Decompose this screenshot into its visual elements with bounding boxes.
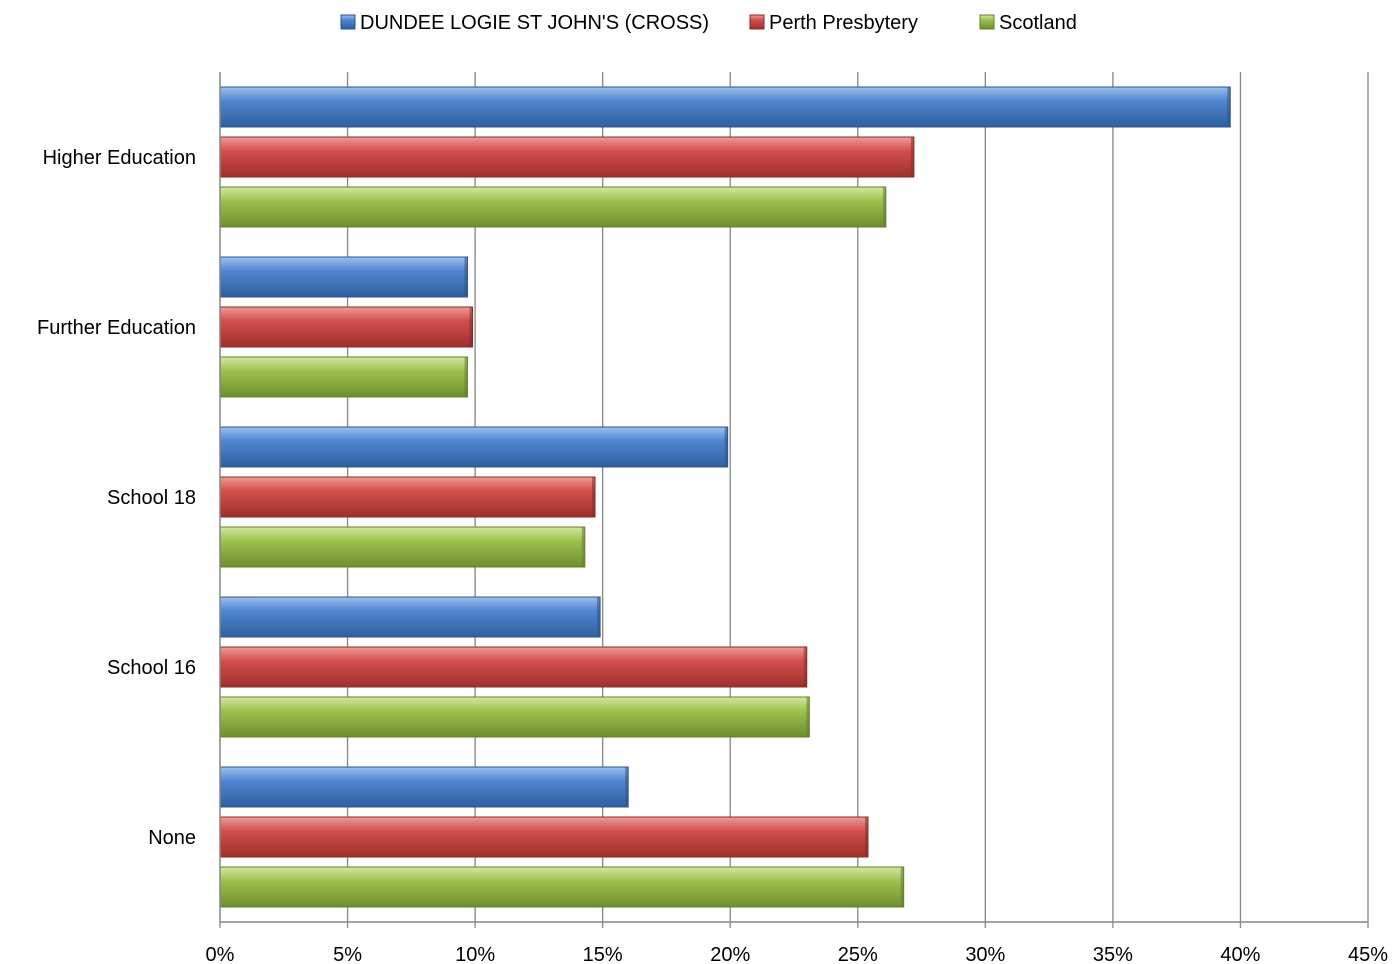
category-labels: Higher Education Further Education School … [37, 147, 196, 849]
x-tick-label: 35% [1093, 944, 1133, 964]
bar [219, 696, 810, 738]
legend-label: DUNDEE LOGIE ST JOHN'S (CROSS) [360, 12, 709, 34]
x-tick-label: 25% [838, 944, 878, 964]
bar-end-bevel [900, 867, 904, 907]
bar [219, 596, 601, 638]
x-tick-label: 0% [206, 944, 235, 964]
x-tick-label: 45% [1348, 944, 1388, 964]
bar-end-bevel [581, 527, 585, 567]
x-tick-label: 15% [583, 944, 623, 964]
bar [219, 186, 887, 228]
bar [219, 766, 629, 808]
bar [219, 816, 869, 858]
bar-end-bevel [803, 647, 807, 687]
legend-swatch [749, 14, 765, 30]
bar [219, 866, 905, 908]
bar-end-bevel [592, 477, 596, 517]
bar-end-bevel [469, 307, 473, 347]
x-tick-label: 20% [710, 944, 750, 964]
legend-swatch [979, 14, 995, 30]
bar [219, 86, 1231, 128]
bar [219, 526, 586, 568]
category-label: School 18 [107, 487, 196, 509]
axis [219, 72, 1369, 928]
bar-end-bevel [464, 257, 468, 297]
bar [219, 356, 468, 398]
bar-end-bevel [625, 767, 629, 807]
x-tick-labels: 0% 5% 10% 15% 20% 25% 30% 35% 40% 45% [206, 944, 1389, 964]
category-label: None [148, 827, 196, 849]
bar-end-bevel [1227, 87, 1231, 127]
bar-end-bevel [597, 597, 601, 637]
x-tick-label: 10% [455, 944, 495, 964]
category-label: Further Education [37, 317, 196, 339]
bar [219, 136, 915, 178]
bar [219, 426, 729, 468]
bars [219, 86, 1231, 908]
bar [219, 256, 468, 298]
x-tick-label: 5% [333, 944, 362, 964]
bar [219, 476, 596, 518]
bar [219, 306, 474, 348]
bar-end-bevel [910, 137, 914, 177]
legend: DUNDEE LOGIE ST JOHN'S (CROSS) Perth Pres… [340, 12, 1077, 34]
bar-end-bevel [864, 817, 868, 857]
category-label: School 16 [107, 657, 196, 679]
category-label: Higher Education [43, 147, 196, 169]
bar-end-bevel [882, 187, 886, 227]
legend-label: Perth Presbytery [769, 12, 918, 34]
legend-swatch [340, 14, 356, 30]
legend-label: Scotland [999, 12, 1077, 34]
x-tick-label: 30% [965, 944, 1005, 964]
bar-end-bevel [806, 697, 810, 737]
bar [219, 646, 808, 688]
x-tick-label: 40% [1220, 944, 1260, 964]
bar-end-bevel [724, 427, 728, 467]
bar-end-bevel [464, 357, 468, 397]
